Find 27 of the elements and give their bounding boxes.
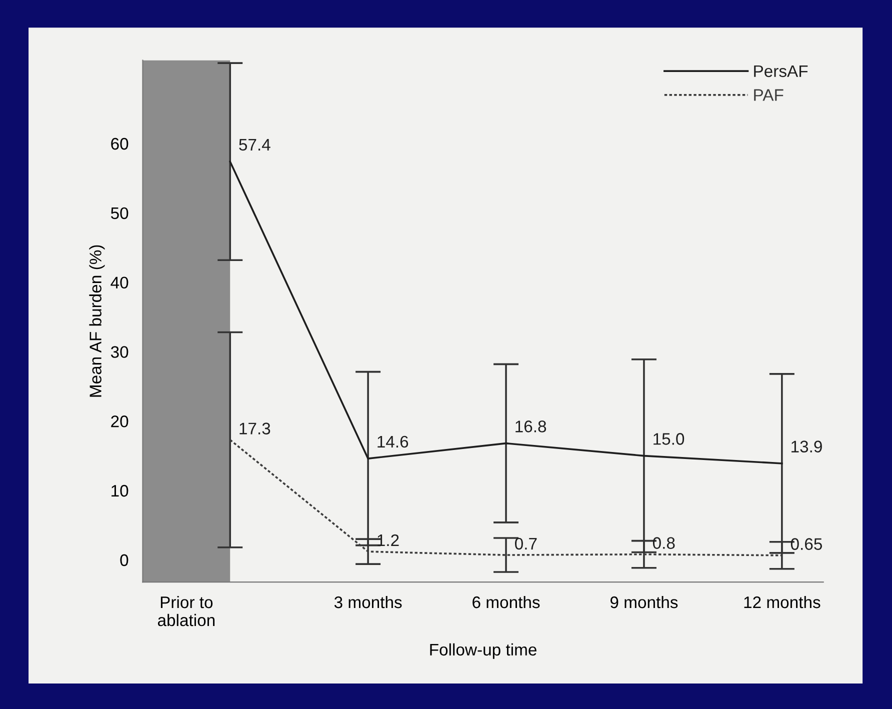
x-tick-label: 9 months [610, 596, 678, 608]
data-label: 14.6 [378, 436, 408, 448]
data-label: 15.0 [654, 433, 684, 445]
y-tick-label: 60 [111, 138, 128, 150]
text: PAF [754, 89, 784, 101]
x-axis-title: Follow-up time [430, 643, 536, 659]
y-tick-label: 30 [110, 346, 128, 358]
y-axis-title: Mean AF burden (%) [89, 245, 105, 397]
data-label: 57.4 [239, 139, 270, 151]
y-tick-label: 10 [112, 484, 128, 497]
data-label: 0.8 [652, 537, 675, 549]
x-tick-label: 6 months [472, 596, 540, 608]
text: PersAF [754, 65, 808, 78]
data-label: 0.7 [514, 538, 537, 550]
data-label: 17.3 [240, 422, 270, 434]
x-tick-label: Prior to ablation [158, 596, 215, 626]
data-label: 0.65 [790, 538, 822, 550]
data-label: 13.9 [792, 440, 822, 452]
x-tick-label: 3 months [334, 596, 402, 608]
data-label: 16.8 [516, 420, 546, 432]
y-tick-label: 0 [120, 554, 128, 566]
y-tick-label: 50 [110, 207, 128, 220]
data-label: 1.2 [378, 534, 399, 546]
x-tick-label: 12 months [744, 596, 820, 608]
line-series [229, 160, 783, 464]
y-tick-label: 20 [111, 416, 128, 428]
y-tick-label: 40 [110, 276, 128, 289]
